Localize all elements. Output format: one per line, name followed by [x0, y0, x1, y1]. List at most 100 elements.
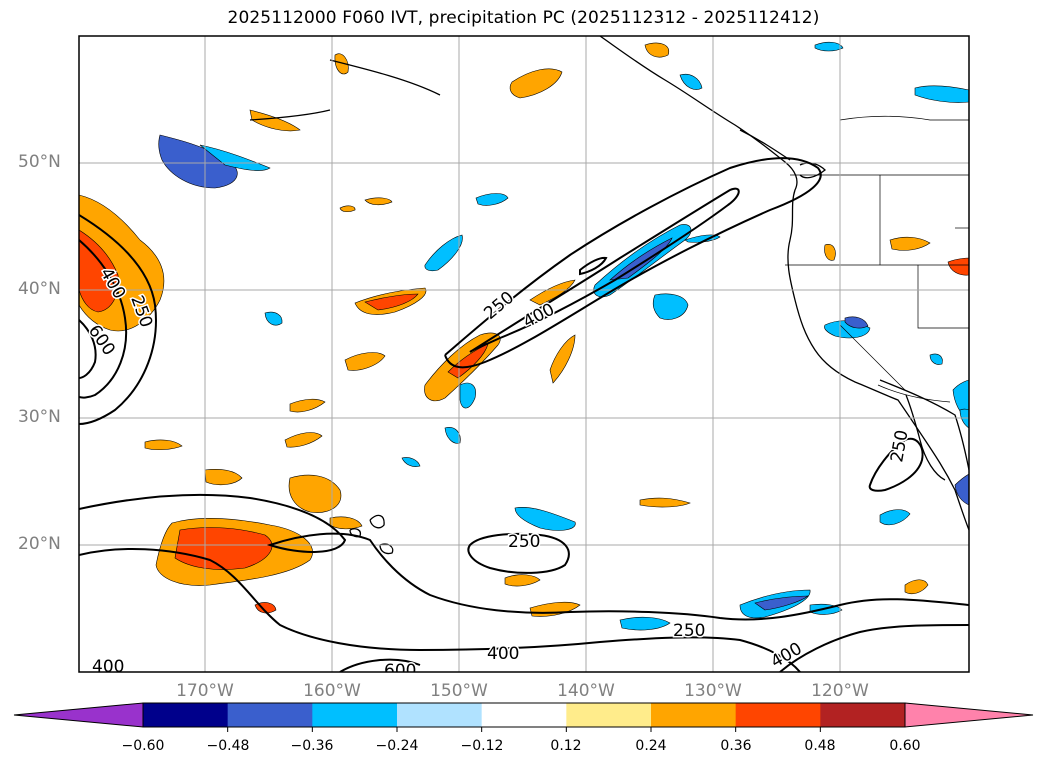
colorbar-tick-label: −0.24: [375, 738, 419, 754]
ivt-contour-250-south: [79, 493, 969, 621]
colorbar-tick-marks: [227, 727, 821, 732]
lon-label-160w: 160°W: [303, 681, 361, 701]
precip-area: [954, 473, 969, 506]
precip-area: [344, 352, 386, 371]
lon-label-170w: 170°W: [176, 681, 234, 701]
precip-area: [364, 293, 419, 311]
precip-area: [754, 595, 809, 611]
precip-area: [609, 237, 673, 281]
precip-area: [529, 279, 576, 306]
colorbar-tick-label: −0.12: [460, 738, 504, 754]
colorbar-bins: [143, 703, 906, 727]
ivt-contour-250-oval: [467, 532, 570, 574]
lon-label-120w: 120°W: [811, 681, 869, 701]
precip-area: [947, 257, 969, 276]
gridlines: [79, 36, 969, 672]
colorbar-tick-label: −0.60: [121, 738, 165, 754]
precip-area: [679, 73, 703, 90]
ivt-contour-250-ar: [444, 157, 822, 369]
ivt-contour-400-south: [79, 547, 801, 672]
colorbar-tick-label: −0.36: [290, 738, 334, 754]
map-frame: [78, 35, 970, 673]
contour-label: 250: [508, 532, 540, 552]
colorbar-bin: [651, 703, 737, 727]
precip-area: [249, 109, 301, 132]
precip-area: [509, 68, 563, 99]
colorbar-bin: [735, 703, 821, 727]
ivt-contour-250-coast: [868, 437, 924, 492]
lon-label-140w: 140°W: [557, 681, 615, 701]
precip-area: [844, 316, 869, 329]
precip-area: [199, 144, 271, 171]
precip-area: [549, 334, 576, 384]
colorbar-extend-left: [13, 702, 144, 728]
ivt-contour-400-se: [779, 624, 969, 672]
contour-label: 250: [673, 621, 705, 641]
colorbar-tick-label: 0.12: [550, 738, 582, 754]
precip-area: [652, 293, 689, 320]
ivt-contour-400-ar-inner: [579, 256, 608, 276]
precip-area: [824, 244, 836, 261]
colorbar-tick-label: −0.48: [206, 738, 250, 754]
precip-area: [475, 193, 509, 206]
precip-area: [889, 236, 931, 251]
lat-label-40n: 40°N: [18, 279, 61, 299]
precip-area: [284, 432, 323, 448]
ivt-contour-400-ar: [469, 187, 740, 353]
precip-area: [144, 439, 183, 451]
precip-area: [929, 353, 943, 365]
precip-area: [459, 382, 476, 409]
contour-label: 400: [92, 657, 124, 677]
precip-area: [444, 427, 461, 444]
lat-label-20n: 20°N: [18, 534, 61, 554]
colorbar-bin: [481, 703, 567, 727]
precip-area: [639, 497, 691, 508]
colorbar-bin: [143, 703, 229, 727]
precip-area: [329, 516, 363, 530]
colorbar: [13, 702, 1034, 732]
precip-area: [514, 507, 576, 531]
precip-area: [904, 579, 929, 595]
ivt-contour-600-west: [79, 319, 97, 379]
lon-label-150w: 150°W: [430, 681, 488, 701]
colorbar-bin: [227, 703, 313, 727]
precip-area: [814, 41, 844, 52]
precip-area: [334, 53, 349, 75]
colorbar-bin: [566, 703, 652, 727]
precip-area: [914, 85, 969, 103]
colorbar-bin: [397, 703, 483, 727]
lon-label-130w: 130°W: [684, 681, 742, 701]
precip-area: [504, 574, 541, 587]
precip-area: [619, 616, 671, 631]
colorbar-bin: [312, 703, 398, 727]
precip-area: [644, 42, 670, 58]
colorbar-tick-label: 0.36: [720, 738, 752, 754]
ivt-contour-250-west: [79, 214, 157, 425]
page-title: 2025112000 F060 IVT, precipitation PC (2…: [227, 8, 820, 28]
precip-area: [289, 398, 326, 413]
precip-area: [158, 134, 238, 189]
precip-area: [879, 509, 911, 526]
precip-area: [174, 527, 273, 570]
precip-area: [424, 234, 463, 272]
colorbar-tick-label: 0.48: [804, 738, 836, 754]
precip-area: [364, 197, 393, 206]
precip-area: [401, 457, 421, 467]
colorbar-tick-label: 0.60: [889, 738, 921, 754]
ivt-contour-600-south: [339, 658, 421, 672]
colorbar-tick-label: 0.24: [635, 738, 667, 754]
negative-precip-areas: [158, 41, 969, 631]
precip-area: [204, 468, 243, 486]
lat-label-30n: 30°N: [18, 407, 61, 427]
ivt-contour-400-west: [79, 239, 128, 399]
precip-area: [959, 408, 969, 429]
ivt-contours: [79, 157, 969, 672]
contour-label: 400: [487, 644, 519, 664]
contour-label: 600: [384, 661, 416, 681]
precip-area: [339, 205, 356, 213]
colorbar-bin: [820, 703, 906, 727]
colorbar-extend-right: [904, 702, 1034, 728]
lat-label-50n: 50°N: [18, 152, 61, 172]
precip-area: [264, 311, 283, 326]
